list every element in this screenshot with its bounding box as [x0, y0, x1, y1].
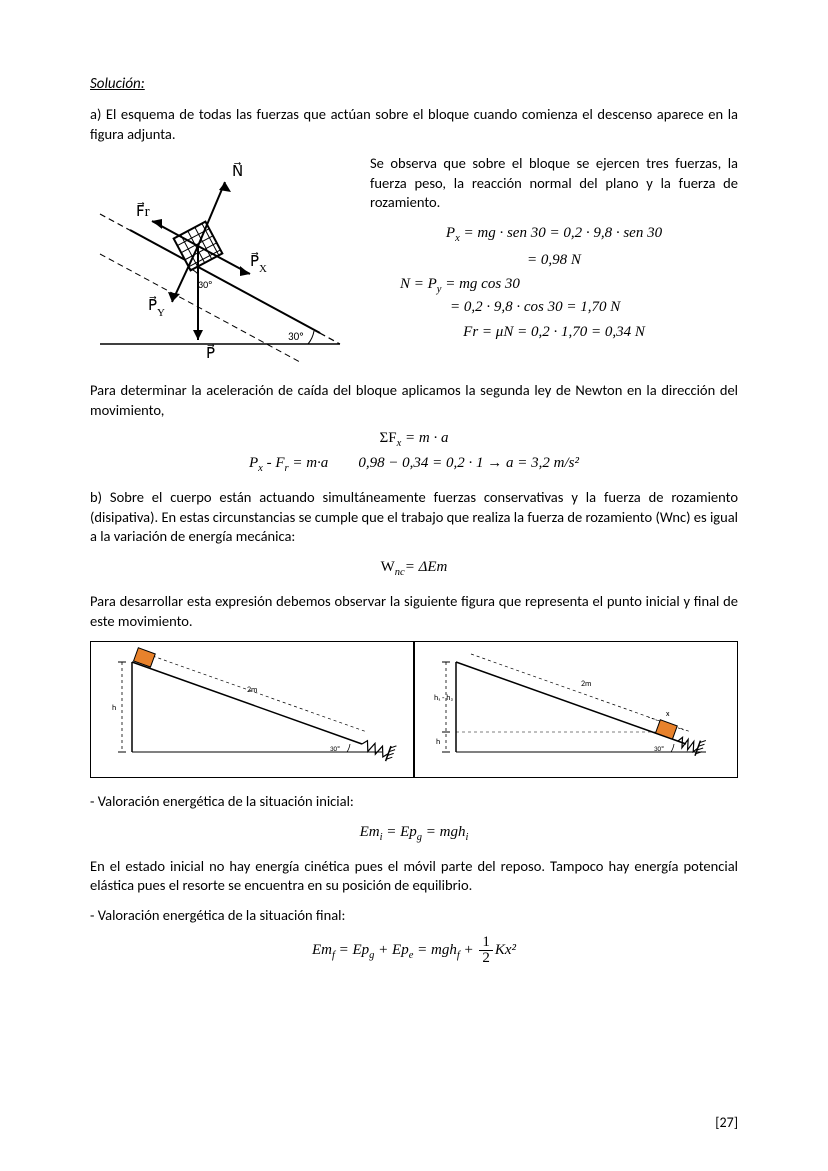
eq-newton-line: Px - Fr = m·a 0,98 − 0,34 = 0,2 · 1 → a …: [90, 455, 738, 474]
para-fig2-intro: Para desarrollar esta expresión debemos …: [90, 592, 738, 631]
svg-text:h: h: [112, 703, 116, 713]
solution-heading: Solución:: [90, 75, 738, 93]
svg-text:30º: 30º: [198, 278, 212, 291]
eq-wnc: Wnc= ΔEm: [90, 557, 738, 578]
svg-text:P⃗: P⃗: [206, 343, 215, 362]
para-b: b) Sobre el cuerpo están actuando simult…: [90, 488, 738, 547]
eq-px-line2: = 0,98 N: [370, 250, 738, 270]
right-intro: Se observa que sobre el bloque se ejerce…: [370, 154, 738, 213]
svg-text:P⃗X: P⃗X: [250, 251, 267, 275]
eq-emf: Emf = Epg + Epe = mghf + 12Kx²: [90, 935, 738, 966]
eq-sigma-block: ΣFx = m · a Px - Fr = m·a 0,98 − 0,34 = …: [90, 430, 738, 474]
eq-sumfx: ΣFx = m · a: [90, 430, 738, 449]
incline-final: 30º 2m h₁ - h₂ h x: [415, 642, 737, 772]
para-a-intro: a) El esquema de todas las fuerzas que a…: [90, 105, 738, 144]
para-initial-explain: En el estado inicial no hay energía ciné…: [90, 857, 738, 896]
figure-1: N⃗ F⃗r P⃗X P⃗Y P⃗ 30º 30º: [90, 154, 350, 369]
eq-n-line1: N = Py = mg cos 30: [400, 274, 738, 297]
free-body-diagram: N⃗ F⃗r P⃗X P⃗Y P⃗ 30º 30º: [90, 154, 350, 364]
svg-text:P⃗Y: P⃗Y: [148, 295, 165, 319]
svg-text:F⃗r: F⃗r: [136, 201, 150, 220]
equations-right-column: Se observa que sobre el bloque se ejerce…: [370, 154, 738, 369]
svg-text:N⃗: N⃗: [232, 161, 243, 180]
figure-2-row: 30º 2m h: [90, 641, 738, 778]
para-val-final: - Valoración energética de la situación …: [90, 906, 738, 926]
eq-px-line1: Px = mg · sen 30 = 0,2 · 9,8 · sen 30: [370, 223, 738, 246]
eq-fr: Fr = μN = 0,2 · 1,70 = 0,34 N: [370, 322, 738, 342]
page: Solución: a) El esquema de todas las fue…: [0, 0, 828, 1171]
svg-text:h: h: [436, 737, 440, 747]
para-accel: Para determinar la aceleración de caída …: [90, 381, 738, 420]
eq-n-line2: = 0,2 · 9,8 · cos 30 = 1,70 N: [450, 297, 738, 317]
svg-text:30º: 30º: [654, 744, 664, 753]
svg-text:x: x: [666, 709, 670, 719]
svg-text:30º: 30º: [288, 330, 304, 343]
page-number: [27]: [715, 1114, 738, 1131]
eq-emi: Emi = Epg = mghi: [90, 822, 738, 843]
figure-2-left: 30º 2m h: [90, 641, 414, 778]
para-val-initial: - Valoración energética de la situación …: [90, 792, 738, 812]
svg-text:2m: 2m: [247, 685, 257, 695]
figure-2-right: 30º 2m h₁ - h₂ h x: [414, 641, 738, 778]
svg-text:30º: 30º: [330, 744, 340, 753]
figure-and-equations-row: N⃗ F⃗r P⃗X P⃗Y P⃗ 30º 30º Se observa que…: [90, 154, 738, 369]
svg-text:h₁ - h₂: h₁ - h₂: [434, 693, 453, 703]
svg-text:2m: 2m: [581, 679, 591, 689]
incline-initial: 30º 2m h: [91, 642, 413, 772]
